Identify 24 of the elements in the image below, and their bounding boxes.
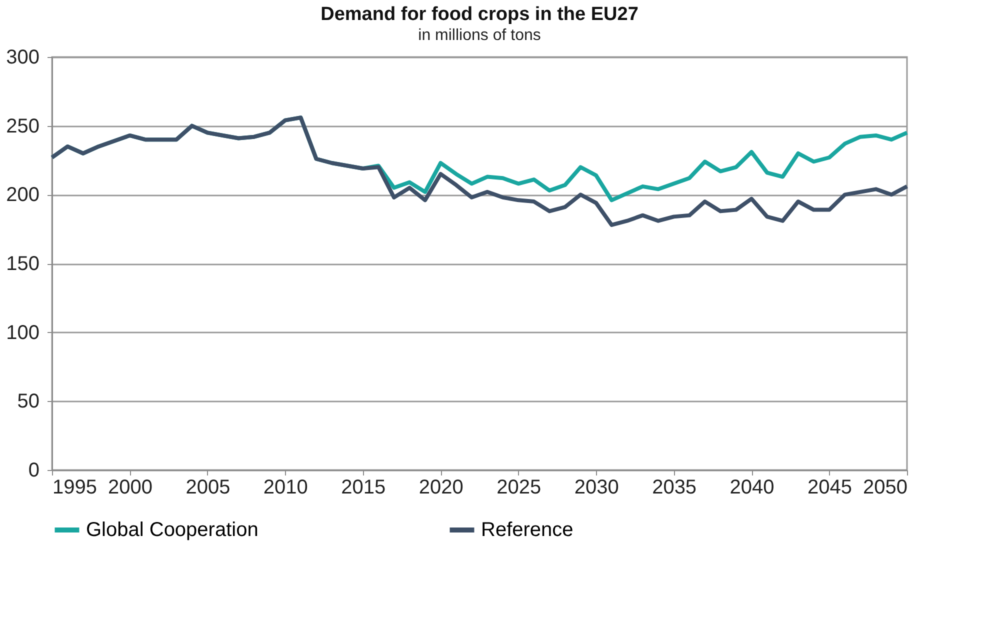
x-tick-label: 2045 [808, 476, 852, 498]
x-tick-label: 2010 [263, 476, 308, 498]
x-tick-label: 2035 [652, 476, 697, 498]
y-tick-label: 100 [6, 322, 40, 344]
y-tick-label: 0 [28, 460, 40, 482]
x-tick-label: 1995 [52, 476, 97, 498]
chart-title: Demand for food crops in the EU27 [320, 4, 638, 25]
x-tick-label: 2030 [574, 476, 619, 498]
y-tick-label: 250 [6, 115, 40, 138]
y-tick-label: 50 [17, 390, 40, 413]
legend-label: Reference [481, 519, 574, 541]
x-tick-label: 2050 [863, 476, 908, 498]
x-tick-label: 2020 [418, 476, 464, 498]
x-tick-label: 2040 [730, 476, 774, 498]
x-tick-label: 2025 [496, 476, 542, 498]
y-tick-label: 300 [6, 46, 40, 68]
chart-subtitle: in millions of tons [418, 27, 541, 44]
y-tick-label: 200 [6, 184, 40, 206]
x-tick-label: 2005 [186, 476, 230, 498]
x-tick-label: 2015 [341, 476, 386, 498]
x-tick-label: 2000 [108, 476, 152, 498]
y-tick-label: 150 [6, 253, 40, 275]
legend-label: Global Cooperation [86, 519, 258, 541]
line-series [50, 116, 909, 227]
